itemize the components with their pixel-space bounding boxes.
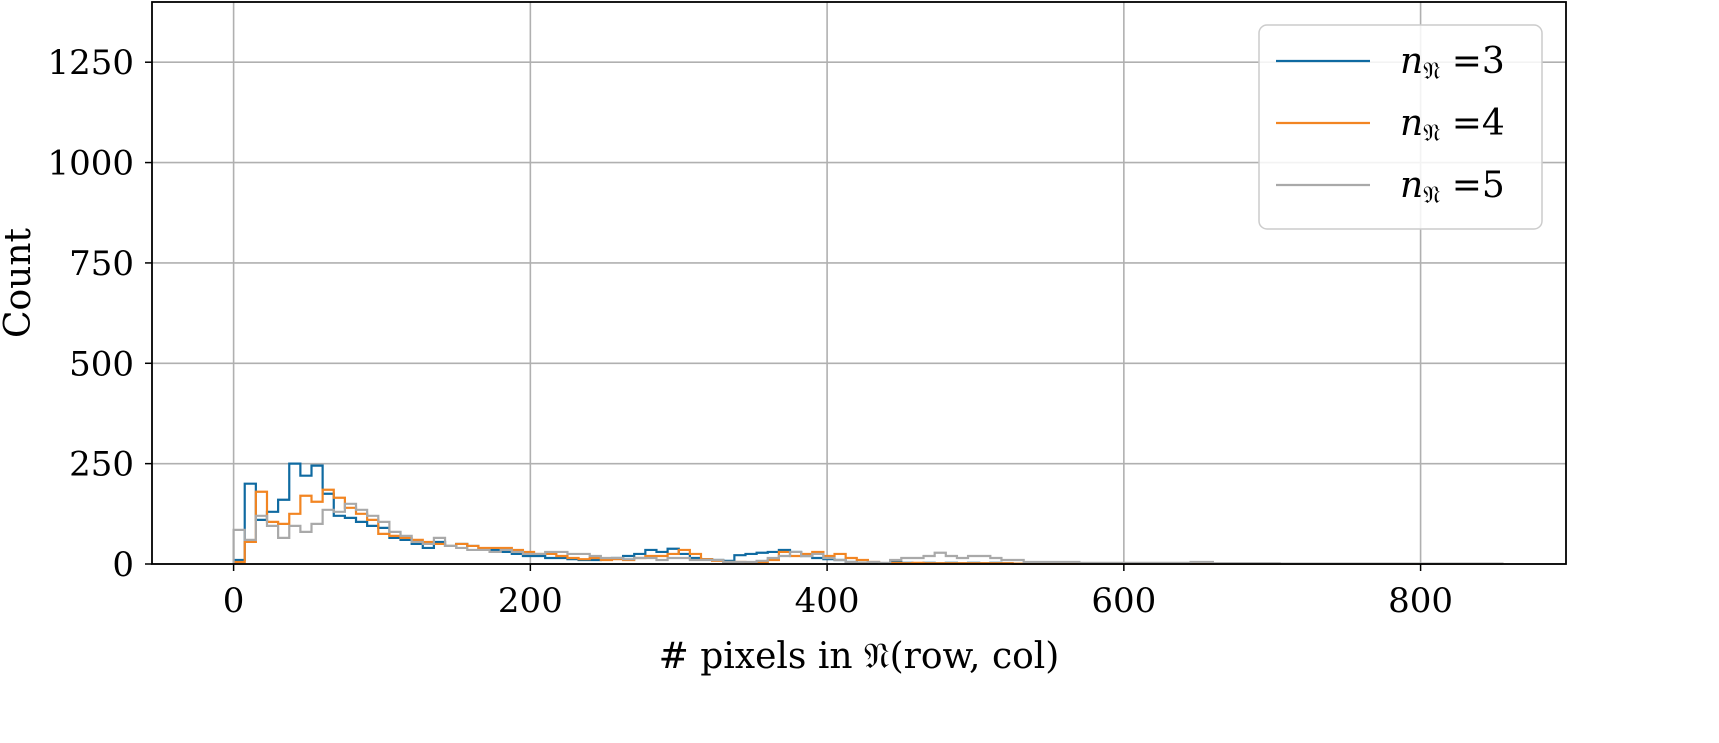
x-tick-label: 800 <box>1388 581 1453 621</box>
legend-label-1: n𝔑 =3 <box>1400 41 1505 85</box>
y-axis-title: Count <box>0 227 39 338</box>
plot-frame <box>151 1 1567 565</box>
y-tick-label: 0 <box>112 545 134 585</box>
axis-ticks: 0 200 400 600 800 0 250 500 750 1000 1250 <box>47 43 1453 621</box>
y-tick-label: 1000 <box>47 144 134 184</box>
legend-label-2: n𝔑 =4 <box>1400 103 1505 147</box>
x-tick-label: 400 <box>795 581 860 621</box>
legend-label-3: n𝔑 =5 <box>1400 165 1505 209</box>
x-tick-label: 600 <box>1091 581 1156 621</box>
series-line-3 <box>232 502 1504 565</box>
y-tick-label: 500 <box>69 344 134 384</box>
x-tick-label: 200 <box>498 581 563 621</box>
y-tick-label: 250 <box>69 445 134 485</box>
y-tick-label: 1250 <box>47 43 134 83</box>
legend-box <box>1258 24 1543 230</box>
x-tick-label: 0 <box>223 581 245 621</box>
x-axis-title: # pixels in 𝔑(row, col) <box>659 636 1060 677</box>
legend: n𝔑 =3 n𝔑 =4 n𝔑 =5 <box>1258 24 1543 230</box>
y-tick-label: 750 <box>69 244 134 284</box>
